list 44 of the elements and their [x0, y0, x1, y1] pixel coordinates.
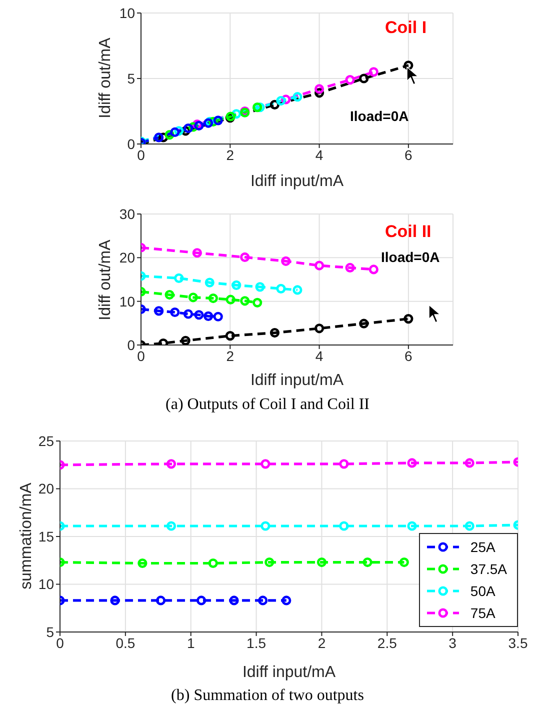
x-tick-label: 3 — [448, 634, 457, 651]
y-tick-label: 30 — [119, 206, 136, 222]
x-axis-title: Idiff input/mA — [241, 664, 337, 682]
y-tick-label: 10 — [119, 293, 136, 310]
x-tick-label: 6 — [404, 348, 413, 364]
y-tick-label: 25 — [38, 432, 54, 449]
y-tick-label: 5 — [46, 624, 54, 640]
x-axis-title: Idiff input/mA — [249, 372, 345, 390]
x-tick-label: 2 — [226, 348, 234, 364]
legend-label: 25A — [470, 539, 496, 555]
text: (a) Outputs of Coil I and Coil II — [164, 396, 370, 414]
y-axis-title: Idiff out/mA — [97, 240, 115, 320]
x-axis-title: Idiff input/mA — [249, 173, 345, 191]
x-tick-label: 0 — [56, 634, 64, 651]
x-tick-label: 1.5 — [246, 634, 266, 651]
y-tick-label: 0 — [127, 136, 136, 152]
x-tick-label: 4 — [315, 348, 324, 364]
y-tick-label: 20 — [119, 250, 136, 266]
y-tick-label: 0 — [127, 336, 136, 353]
annotation: Coil I — [385, 18, 427, 38]
x-tick-label: 4 — [315, 146, 324, 163]
y-tick-label: 20 — [38, 480, 54, 497]
x-tick-label: 0.5 — [116, 634, 136, 651]
legend-label: 37.5A — [470, 561, 507, 577]
text: (b) Summation of two outputs — [170, 687, 365, 705]
x-tick-label: 3.5 — [508, 634, 528, 651]
annotation: Iload=0A — [350, 108, 409, 124]
y-tick-label: 10 — [119, 4, 136, 21]
x-tick-label: 6 — [404, 146, 413, 163]
x-tick-label: 1 — [186, 634, 195, 651]
y-tick-label: 15 — [38, 528, 54, 544]
x-tick-label: 0 — [137, 348, 146, 364]
y-axis-title: summation/mA — [18, 482, 36, 590]
y-axis-title: Idiff out/mA — [97, 38, 115, 118]
x-tick-label: 0 — [137, 146, 146, 163]
y-tick-label: 10 — [38, 576, 54, 592]
legend-label: 75A — [470, 605, 496, 621]
annotation: Iload=0A — [381, 249, 440, 265]
annotation: Coil II — [385, 222, 432, 242]
x-tick-label: 2 — [318, 634, 326, 651]
x-tick-label: 2 — [226, 146, 234, 163]
legend-label: 50A — [470, 583, 496, 599]
y-tick-label: 5 — [127, 70, 136, 86]
x-tick-label: 2.5 — [377, 634, 398, 651]
